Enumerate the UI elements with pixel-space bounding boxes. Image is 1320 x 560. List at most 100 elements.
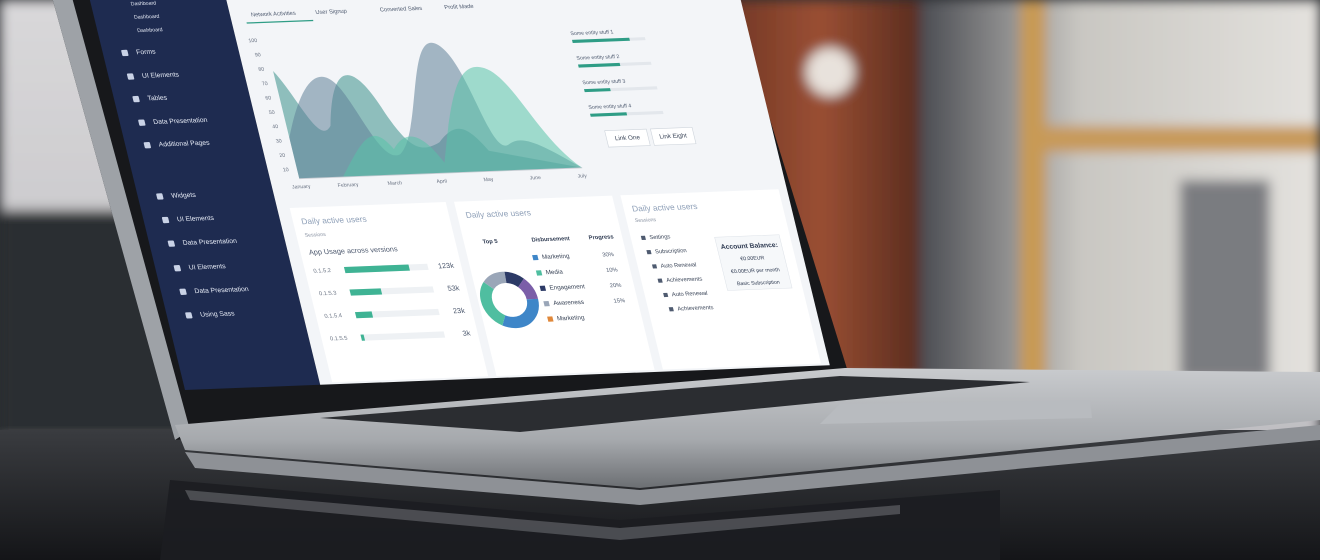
item-icon — [640, 235, 646, 240]
legend-swatch — [547, 316, 554, 322]
link-button[interactable] — [604, 128, 651, 148]
x-tick-label: February — [337, 182, 360, 189]
entity-label: Some entity stuff 1 — [570, 30, 614, 38]
x-tick-label: March — [387, 180, 403, 186]
disbursement-label: Awareness — [553, 299, 585, 307]
item-icon — [651, 264, 658, 269]
settings-item[interactable]: Achievements — [677, 305, 714, 312]
disbursement-label: Marketing — [556, 314, 585, 322]
x-tick-label: January — [291, 184, 311, 191]
screen: 2500% From last Week1.51Sec% From last W… — [80, 0, 830, 390]
disbursement-label: Marketing — [541, 253, 570, 261]
base-edge — [185, 425, 1320, 505]
panel-heading: App Usage across versions — [308, 244, 399, 256]
panel-title: Daily active users — [300, 214, 368, 226]
sidebar-item[interactable]: Data Presentation — [194, 286, 250, 295]
sidebar-item[interactable]: Tables — [147, 95, 169, 103]
sidebar-item[interactable]: Data Presentation — [182, 238, 238, 247]
sidebar-item[interactable]: Additional Pages — [158, 140, 211, 149]
balance-label: Account Balance: — [720, 242, 779, 251]
sidebar-icon — [143, 142, 151, 149]
x-tick-label: April — [436, 179, 448, 185]
sidebar-icon — [121, 49, 129, 57]
link-label[interactable]: Link One — [614, 134, 641, 142]
settings-item[interactable]: Auto Renewal — [660, 262, 697, 269]
chart-area — [342, 66, 583, 177]
legend-swatch — [539, 285, 547, 291]
settings-item[interactable]: Achievements — [666, 277, 703, 284]
balance-rate: €0.00EUR per month — [730, 267, 780, 275]
panel-title: Daily active users — [631, 201, 699, 213]
link-label[interactable]: Link Eight — [659, 133, 688, 141]
y-tick-label: 90 — [254, 52, 261, 58]
balance-box — [714, 234, 793, 291]
entity-label: Some entity stuff 2 — [576, 54, 620, 62]
disbursement-label: Engagement — [549, 283, 586, 291]
sidebar-item[interactable]: UI Elements — [188, 263, 227, 271]
sidebar-item[interactable]: UI Elements — [141, 72, 180, 80]
entity-bar — [577, 62, 621, 68]
usage-value: 23k — [452, 306, 466, 315]
panel-title: Daily active users — [464, 208, 532, 220]
progress-value: 20% — [609, 283, 622, 289]
column-header: Progress — [588, 235, 614, 242]
link-button[interactable] — [650, 127, 697, 146]
reflection — [160, 480, 1000, 560]
y-tick-label: 40 — [272, 124, 279, 130]
panel-card — [620, 189, 821, 370]
y-tick-label: 100 — [248, 38, 258, 44]
sidebar-icon — [173, 265, 181, 272]
usage-value: 3k — [462, 329, 472, 338]
usage-track — [354, 308, 440, 319]
sidebar-item[interactable]: Data Presentation — [153, 117, 209, 126]
version-label: 0.1.5.3 — [318, 291, 337, 298]
sidebar — [80, 0, 321, 390]
settings-item[interactable]: Settings — [649, 234, 671, 241]
legend-swatch — [543, 301, 550, 307]
balance-plan: Basic Subscription — [736, 280, 780, 288]
entity-bar — [583, 88, 611, 93]
sidebar-item[interactable]: Dashboard — [137, 27, 164, 34]
sidebar-item[interactable]: UI Elements — [176, 215, 215, 223]
donut-segment — [480, 271, 539, 329]
settings-item[interactable]: Auto Renewal — [671, 291, 708, 298]
y-tick-label: 50 — [268, 110, 275, 116]
panel-card — [453, 195, 655, 376]
reflection-edge — [185, 490, 900, 540]
tab-indicator — [246, 19, 314, 24]
legend-swatch — [532, 254, 539, 261]
sidebar-item[interactable]: Widgets — [171, 192, 198, 200]
y-tick-label: 60 — [265, 95, 272, 101]
y-tick-label: 10 — [282, 167, 289, 173]
tab: User Signup — [315, 9, 348, 16]
entity-label: Some entity stuff 4 — [588, 103, 632, 111]
sidebar-icon — [126, 73, 135, 80]
version-label: 0.1.5.2 — [313, 268, 332, 275]
sidebar-icon — [161, 216, 170, 224]
sidebar-icon — [185, 312, 193, 319]
sidebar-icon — [138, 119, 146, 126]
y-tick-label: 80 — [258, 67, 265, 73]
sidebar-item[interactable]: Dashboard — [133, 14, 160, 21]
lid-edge — [52, 0, 190, 440]
donut-segment — [480, 271, 539, 329]
sidebar-icon — [167, 240, 175, 247]
chart-baseline — [299, 167, 583, 180]
progress-value: 10% — [606, 267, 619, 273]
version-label: 0.1.5.4 — [324, 313, 344, 320]
sidebar-item[interactable]: Using Sass — [200, 310, 236, 318]
y-tick-label: 30 — [275, 139, 282, 145]
sidebar-item[interactable]: Dashboard — [130, 1, 157, 8]
settings-item[interactable]: Subscription — [655, 248, 688, 255]
balance-amount: €0.00EUR — [740, 255, 766, 262]
usage-bar — [354, 311, 374, 319]
sidebar-item[interactable]: Forms — [136, 49, 157, 57]
usage-bar — [349, 288, 383, 296]
item-icon — [646, 250, 652, 255]
item-icon — [668, 307, 674, 312]
usage-bar — [360, 334, 366, 341]
legend-swatch — [535, 270, 543, 276]
usage-value: 123k — [437, 261, 455, 270]
